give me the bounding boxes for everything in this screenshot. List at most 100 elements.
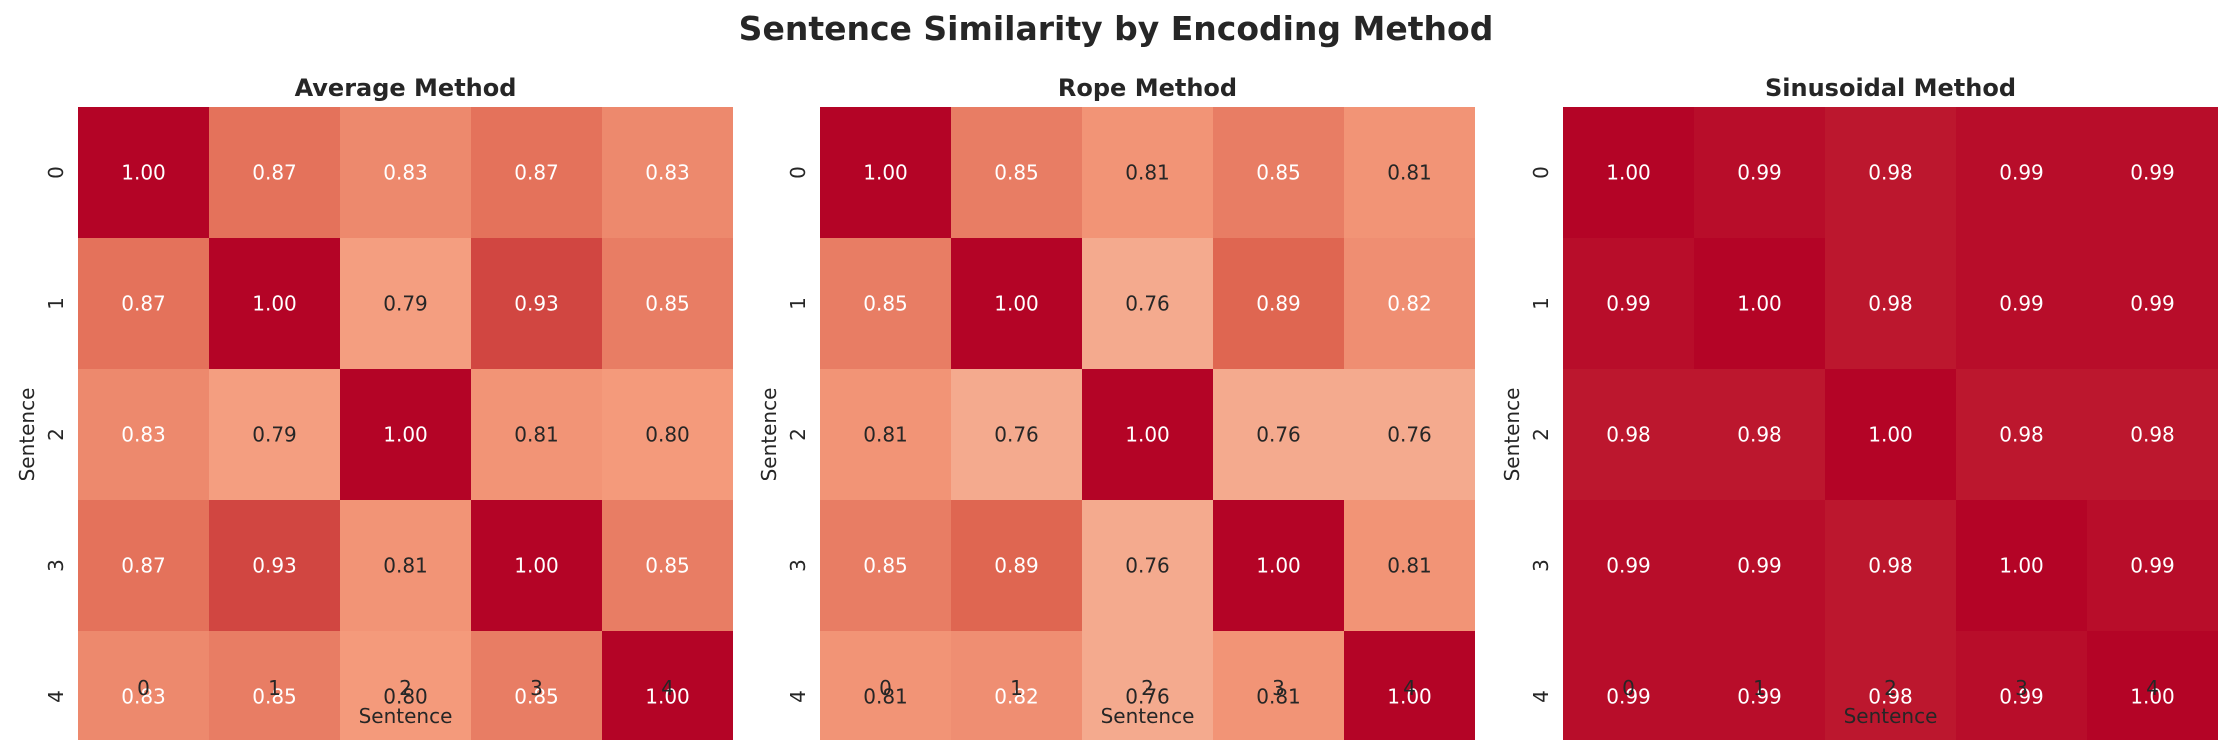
heatmap-cell-4-1 (1694, 631, 1825, 740)
heatmap-value-3-3: 1.00 (514, 554, 559, 578)
y-axis-label: Sentence (757, 388, 781, 482)
heatmap-value-3-3: 1.00 (1256, 554, 1301, 578)
x-axis-label: Sentence (1844, 704, 1938, 728)
y-tick-label: 1 (786, 297, 810, 310)
heatmap-value-2-0: 0.81 (863, 423, 908, 447)
heatmap-cell-2-2 (1825, 369, 1956, 500)
heatmap-value-2-4: 0.76 (1387, 423, 1432, 447)
heatmap-cell-0-4 (1344, 107, 1475, 238)
heatmap-cell-0-1 (209, 107, 340, 238)
heatmap-value-4-4: 1.00 (1387, 685, 1432, 709)
heatmap-value-0-4: 0.81 (1387, 161, 1432, 185)
heatmap-cell-3-2 (340, 500, 471, 631)
heatmap-value-2-2: 1.00 (383, 423, 428, 447)
heatmap-cell-4-4 (2087, 631, 2218, 740)
y-tick-label: 2 (786, 428, 810, 441)
heatmap-cell-3-2 (1825, 500, 1956, 631)
heatmap-value-2-4: 0.80 (645, 423, 690, 447)
heatmap-value-1-1: 1.00 (252, 292, 297, 316)
heatmap-value-3-3: 1.00 (1999, 554, 2044, 578)
heatmap-value-1-0: 0.85 (863, 292, 908, 316)
x-tick-label: 0 (879, 676, 892, 700)
heatmap-cell-1-2 (1825, 238, 1956, 369)
heatmap-value-1-4: 0.82 (1387, 292, 1432, 316)
heatmap-cell-0-3 (471, 107, 602, 238)
y-tick-label: 4 (1529, 690, 1553, 703)
heatmap-cell-4-2 (1082, 631, 1213, 740)
heatmap-cell-3-0 (820, 500, 951, 631)
heatmap-cell-3-4 (602, 500, 733, 631)
heatmap-value-2-0: 0.83 (121, 423, 166, 447)
heatmap-value-2-2: 1.00 (1868, 423, 1913, 447)
heatmap-value-2-3: 0.98 (1999, 423, 2044, 447)
heatmap-cell-4-0 (78, 631, 209, 740)
heatmap-cell-1-1 (1694, 238, 1825, 369)
heatmap-value-0-4: 0.99 (2130, 161, 2175, 185)
x-tick-label: 3 (2015, 676, 2028, 700)
heatmap-value-4-1: 0.85 (252, 685, 297, 709)
heatmap-cell-2-1 (209, 369, 340, 500)
y-tick-label: 2 (44, 428, 68, 441)
heatmap-value-0-1: 0.99 (1737, 161, 1782, 185)
heatmap-cell-4-0 (1563, 631, 1694, 740)
heatmap-value-0-1: 0.87 (252, 161, 297, 185)
heatmap-value-0-0: 1.00 (1606, 161, 1651, 185)
heatmap-panel-2: 1.00 0.99 0.98 0.99 0.99 0.99 1.00 0.98 0.99 0.99… (1500, 74, 2218, 740)
heatmap-cell-1-4 (602, 238, 733, 369)
heatmap-value-2-1: 0.98 (1737, 423, 1782, 447)
heatmap-cell-2-2 (1082, 369, 1213, 500)
heatmap-cell-2-3 (1956, 369, 2087, 500)
heatmap-value-0-2: 0.81 (1125, 161, 1170, 185)
heatmap-value-4-2: 0.98 (1868, 685, 1913, 709)
heatmap-value-3-1: 0.99 (1737, 554, 1782, 578)
heatmap-value-3-2: 0.98 (1868, 554, 1913, 578)
y-tick-label: 3 (786, 559, 810, 572)
y-tick-label: 1 (44, 297, 68, 310)
heatmap-value-4-4: 1.00 (645, 685, 690, 709)
heatmap-cell-3-4 (2087, 500, 2218, 631)
heatmap-cell-1-0 (820, 238, 951, 369)
heatmap-value-1-4: 0.99 (2130, 292, 2175, 316)
heatmap-cell-2-2 (340, 369, 471, 500)
heatmap-cell-1-2 (340, 238, 471, 369)
heatmap-value-1-2: 0.79 (383, 292, 428, 316)
heatmap-value-1-4: 0.85 (645, 292, 690, 316)
x-tick-label: 2 (399, 676, 412, 700)
x-tick-label: 3 (530, 676, 543, 700)
heatmap-value-4-2: 0.80 (383, 685, 428, 709)
heatmap-cell-3-1 (1694, 500, 1825, 631)
y-tick-label: 0 (1529, 166, 1553, 179)
heatmap-cell-0-4 (602, 107, 733, 238)
heatmap-value-1-2: 0.98 (1868, 292, 1913, 316)
y-axis-label: Sentence (15, 388, 39, 482)
x-tick-label: 4 (2146, 676, 2159, 700)
heatmap-value-4-1: 0.99 (1737, 685, 1782, 709)
heatmap-cell-3-3 (471, 500, 602, 631)
x-tick-label: 1 (1753, 676, 1766, 700)
heatmap-cell-2-1 (951, 369, 1082, 500)
heatmap-value-3-2: 0.81 (383, 554, 428, 578)
heatmap-cell-4-3 (1213, 631, 1344, 740)
heatmap-cell-0-1 (951, 107, 1082, 238)
heatmap-cell-2-4 (2087, 369, 2218, 500)
heatmap-cell-0-4 (2087, 107, 2218, 238)
x-tick-label: 0 (137, 676, 150, 700)
x-axis-label: Sentence (359, 704, 453, 728)
heatmap-value-0-0: 1.00 (121, 161, 166, 185)
y-tick-label: 2 (1529, 428, 1553, 441)
heatmap-value-2-2: 1.00 (1125, 423, 1170, 447)
heatmap-cell-4-4 (602, 631, 733, 740)
heatmap-cell-0-1 (1694, 107, 1825, 238)
x-tick-label: 0 (1622, 676, 1635, 700)
heatmap-value-4-2: 0.76 (1125, 685, 1170, 709)
heatmap-cell-3-3 (1956, 500, 2087, 631)
x-tick-label: 2 (1884, 676, 1897, 700)
heatmap-cell-4-2 (1825, 631, 1956, 740)
heatmap-value-1-1: 1.00 (1737, 292, 1782, 316)
x-tick-label: 4 (661, 676, 674, 700)
heatmap-value-3-0: 0.99 (1606, 554, 1651, 578)
heatmap-panels: 1.00 0.87 0.83 0.87 0.83 0.87 1.00 0.79 0.93 0.85… (15, 74, 2218, 740)
heatmap-value-1-0: 0.87 (121, 292, 166, 316)
heatmap-cell-4-0 (820, 631, 951, 740)
